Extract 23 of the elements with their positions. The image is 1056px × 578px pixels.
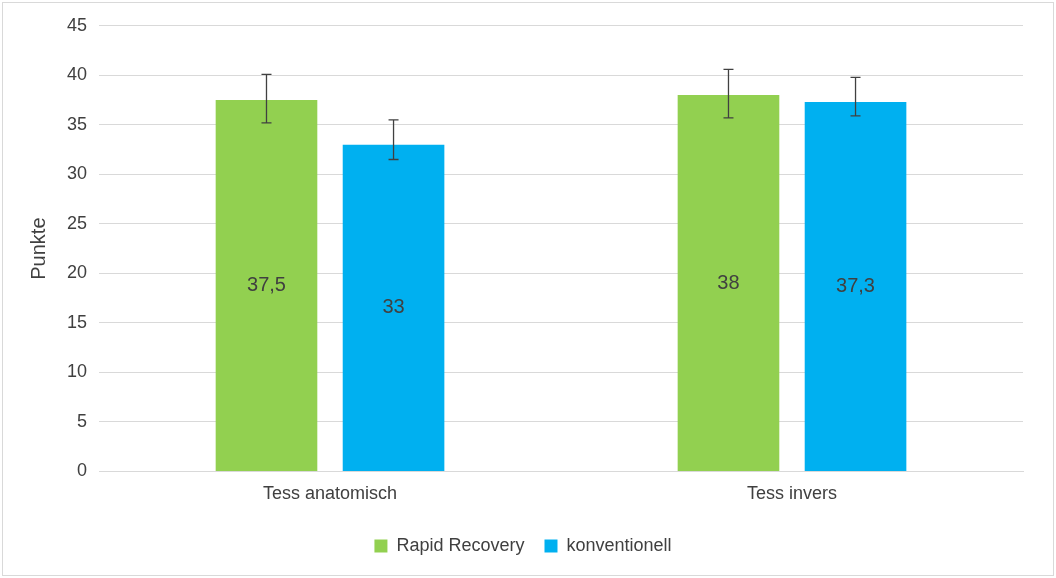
y-tick-label: 15 — [66, 311, 88, 332]
legend-label: konventionell — [566, 534, 672, 555]
y-tick-label: 30 — [66, 163, 88, 184]
y-tick-label: 20 — [66, 262, 88, 283]
y-tick-label: 40 — [66, 64, 88, 85]
bar — [215, 100, 318, 471]
y-tick-label: 10 — [66, 361, 88, 382]
y-tick-label: 45 — [66, 14, 88, 35]
data-label: 33 — [382, 295, 405, 318]
data-label: 37,5 — [247, 273, 286, 295]
y-tick-label: 5 — [77, 410, 88, 431]
data-label: 38 — [717, 270, 740, 293]
y-tick-label: 35 — [66, 113, 88, 134]
x-tick-label: Tess anatomisch — [262, 483, 398, 504]
bar — [677, 95, 780, 471]
y-tick-label: 25 — [66, 212, 88, 233]
legend-label: Rapid Recovery — [396, 534, 525, 555]
x-tick-label: Tess invers — [746, 483, 838, 504]
data-label: 37,3 — [836, 273, 875, 296]
bar — [342, 144, 445, 471]
y-axis-title: Punkte — [26, 217, 49, 280]
y-tick-label: 0 — [77, 460, 88, 481]
bar — [804, 102, 907, 471]
